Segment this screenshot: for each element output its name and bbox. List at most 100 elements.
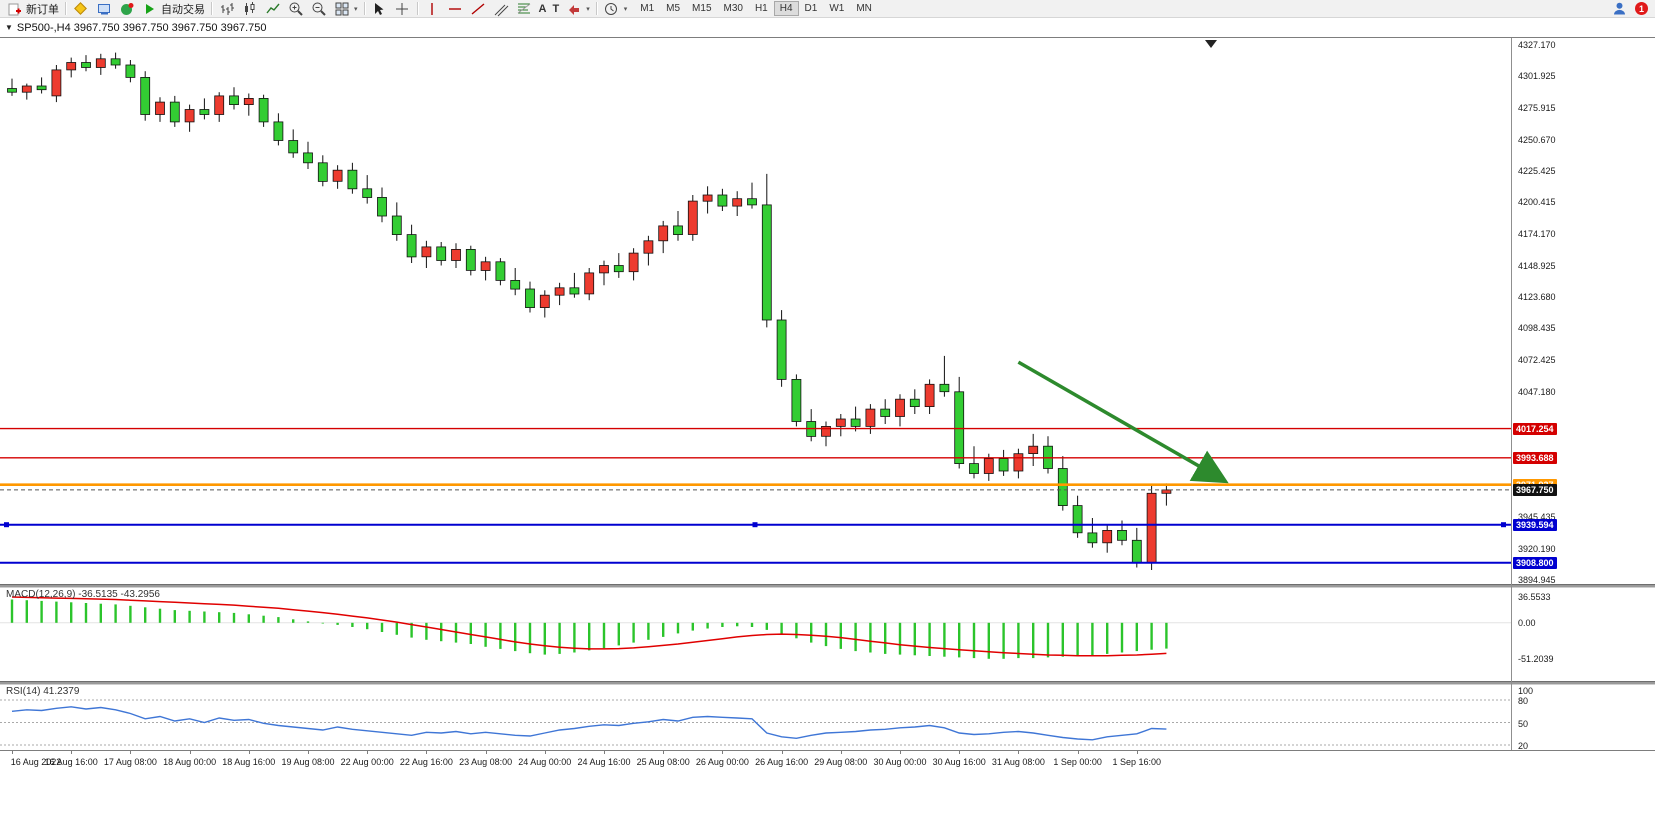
price-tick: 4148.925: [1518, 261, 1556, 271]
collapse-icon[interactable]: ▼: [5, 23, 13, 32]
globe-icon: [118, 0, 135, 17]
rsi-tick: 80: [1518, 696, 1529, 706]
time-tick-mark: [426, 751, 428, 754]
line-chart-button[interactable]: [261, 0, 284, 17]
time-label: 18 Aug 16:00: [222, 757, 276, 767]
time-label: 17 Aug 08:00: [103, 757, 157, 767]
cursor-button[interactable]: [368, 0, 391, 17]
autotrading-button[interactable]: 自动交易: [138, 0, 208, 17]
toolbar-separator: [416, 2, 418, 15]
time-label: 26 Aug 16:00: [755, 757, 809, 767]
timeframe-m15-button[interactable]: M15: [692, 3, 712, 14]
text-tool-icon: A: [538, 2, 547, 15]
dropdown-caret-icon: ▾: [354, 5, 358, 13]
time-tick-mark: [308, 751, 309, 754]
time-tick-mark: [485, 751, 487, 754]
timeframe-d1-button[interactable]: D1: [804, 3, 818, 14]
price-tick: 4123.680: [1518, 292, 1556, 302]
panel-separator[interactable]: [0, 584, 1655, 588]
panel-separator[interactable]: [0, 681, 1655, 685]
time-label: 22 Aug 00:00: [340, 757, 394, 767]
time-tick-mark: [71, 751, 73, 754]
tile-windows-button[interactable]: ▾: [330, 0, 361, 17]
cursor-icon: [371, 0, 388, 17]
rsi-tick: 50: [1518, 719, 1529, 729]
channel-icon: [493, 0, 510, 17]
time-label: 16 Aug 16:00: [44, 757, 98, 767]
candlestick-chart-button[interactable]: [238, 0, 261, 17]
toolbar-separator: [363, 2, 365, 15]
diamond-icon: [72, 0, 89, 17]
text-tool-button[interactable]: A: [536, 0, 550, 17]
arrows-tool-button[interactable]: ▾: [562, 0, 593, 17]
zoom-out-button[interactable]: [307, 0, 330, 17]
price-badge: 3908.800: [1513, 557, 1557, 569]
timeframe-m5-button[interactable]: M5: [666, 3, 681, 14]
vertical-line-tool-button[interactable]: [421, 0, 444, 17]
time-tick-mark: [12, 751, 13, 754]
channel-tool-button[interactable]: [490, 0, 513, 17]
timeframe-h4-button[interactable]: H4: [773, 1, 799, 16]
main-chart[interactable]: [0, 38, 1511, 584]
zoom-in-button[interactable]: [284, 0, 307, 17]
timeframe-m1-button[interactable]: M1: [640, 3, 655, 14]
time-label: 31 Aug 08:00: [991, 757, 1045, 767]
time-axis[interactable]: 16 Aug 2022 16 Aug 16:00 17 Aug 08:00 18 Au…: [0, 750, 1655, 776]
bar-chart-button[interactable]: [215, 0, 238, 17]
rsi-panel[interactable]: [0, 685, 1511, 750]
autotrading-play-icon: [141, 0, 158, 17]
autotrading-label: 自动交易: [161, 3, 205, 16]
timeframe-h1-button[interactable]: H1: [754, 3, 768, 14]
community-button[interactable]: [115, 0, 138, 17]
crosshair-icon: [394, 0, 411, 17]
monitor-icon: [95, 0, 112, 17]
macd-indicator-label: MACD(12,26,9) -36.5135 -43.2956: [6, 589, 160, 600]
time-label: 23 Aug 08:00: [459, 757, 513, 767]
macd-panel[interactable]: [0, 588, 1511, 681]
timeframe-mn-button[interactable]: MN: [856, 3, 872, 14]
time-label: 24 Aug 00:00: [518, 757, 572, 767]
time-label: 30 Aug 00:00: [873, 757, 927, 767]
time-tick-mark: [959, 751, 961, 754]
notification-badge[interactable]: 1: [1635, 2, 1648, 15]
time-tick-mark: [130, 751, 132, 754]
dropdown-caret-icon: ▾: [623, 5, 628, 13]
time-tick-mark: [1077, 751, 1079, 754]
time-label: 30 Aug 16:00: [932, 757, 986, 767]
time-tick-mark: [1136, 751, 1138, 754]
label-tool-button[interactable]: T: [549, 0, 562, 17]
price-tick: 3894.945: [1518, 575, 1556, 585]
price-tick: 4072.425: [1518, 355, 1556, 365]
crosshair-button[interactable]: [391, 0, 414, 17]
timeframe-w1-button[interactable]: W1: [829, 3, 845, 14]
tile-windows-icon: [333, 0, 350, 17]
fibonacci-tool-button[interactable]: [513, 0, 536, 17]
macd-tick: 0.00: [1518, 618, 1536, 628]
time-tick-mark: [604, 751, 605, 754]
trendline-tool-button[interactable]: [467, 0, 490, 17]
price-tick: 4200.415: [1518, 197, 1556, 207]
new-order-button[interactable]: 新订单: [3, 0, 62, 17]
time-tick-mark: [663, 751, 665, 754]
time-label: 1 Sep 16:00: [1112, 757, 1162, 767]
bar-chart-icon: [218, 0, 235, 17]
zoom-in-icon: [287, 0, 304, 17]
timeframe-group: M1 M5 M15 M30 H1 H4 D1 W1 MN: [634, 1, 878, 16]
time-label: 16 Aug 2022: [10, 757, 62, 767]
price-tick: 3945.435: [1518, 512, 1556, 522]
period-button[interactable]: ▾: [600, 0, 631, 17]
price-tick: 4174.170: [1518, 229, 1556, 239]
toolbar-separator: [211, 2, 212, 15]
depth-of-market-button[interactable]: [92, 0, 115, 17]
time-tick-mark: [248, 751, 250, 754]
time-tick-mark: [189, 751, 191, 754]
price-tick: 4327.170: [1518, 40, 1556, 50]
timeframe-m30-button[interactable]: M30: [723, 3, 743, 14]
time-label: 18 Aug 00:00: [163, 757, 217, 767]
time-label: 22 Aug 16:00: [399, 757, 453, 767]
horizontal-line-tool-button[interactable]: [444, 0, 467, 17]
account-button[interactable]: [1608, 0, 1631, 17]
price-badge: 3993.688: [1513, 452, 1557, 464]
metaeditor-button[interactable]: [69, 0, 92, 17]
chart-header-bar: ▼ SP500-,H4 3967.750 3967.750 3967.750 3…: [0, 18, 1655, 38]
